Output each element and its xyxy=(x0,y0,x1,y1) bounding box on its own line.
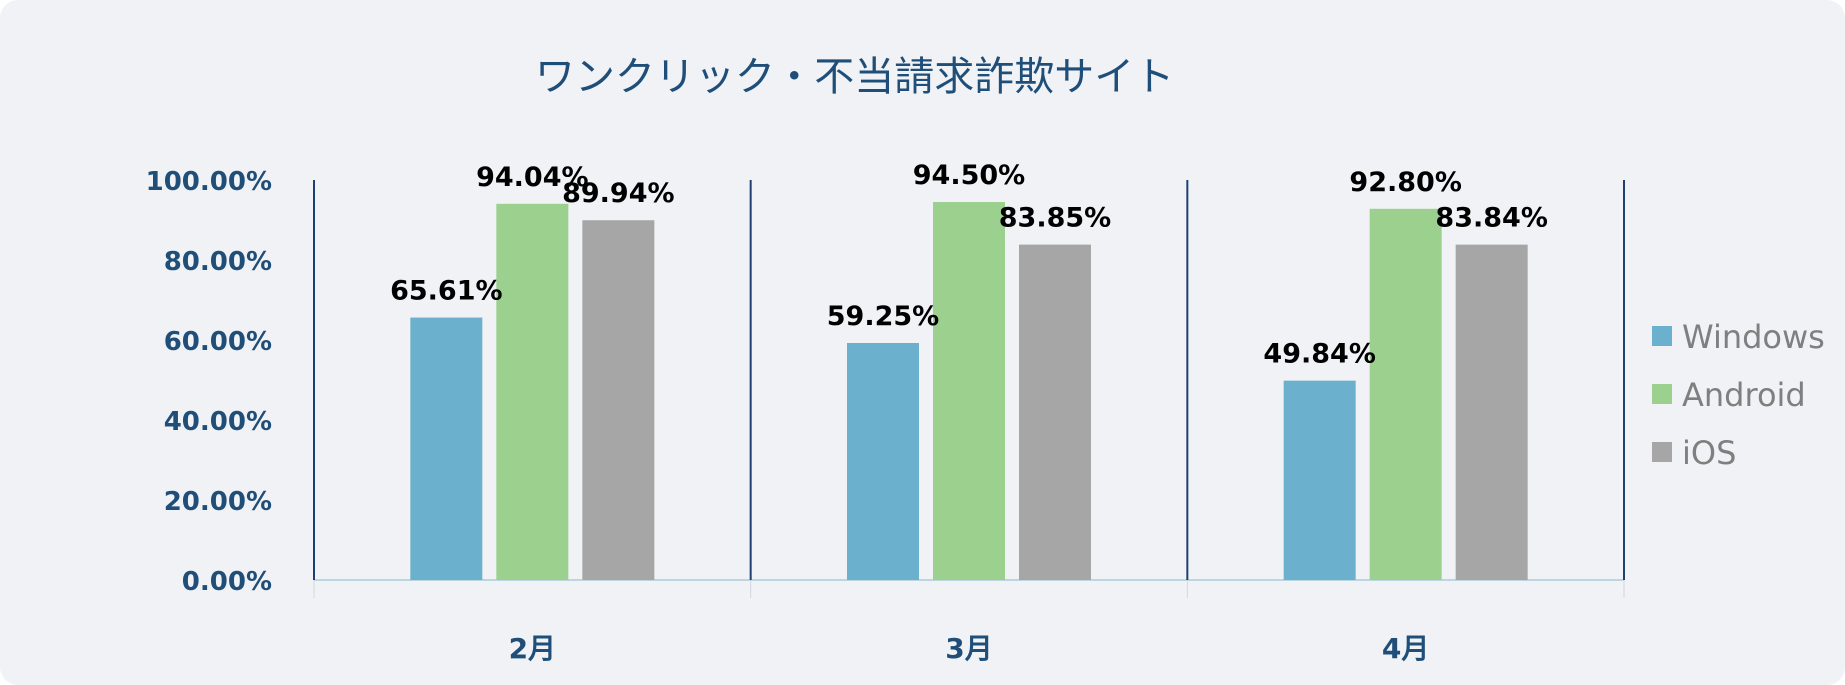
bar-group xyxy=(410,202,1528,581)
legend-swatch-android xyxy=(1652,384,1672,404)
legend: Windows Android iOS xyxy=(1652,318,1825,472)
bar-android-2 xyxy=(933,202,1005,580)
bar-android-3 xyxy=(1369,208,1442,581)
data-label: 94.50% xyxy=(913,160,1025,191)
y-tick-label: 0.00% xyxy=(182,567,272,597)
y-tick-label: 20.00% xyxy=(164,487,272,517)
legend-swatch-windows xyxy=(1652,326,1672,346)
bar-android-1 xyxy=(496,203,569,580)
x-tick-label: 3月 xyxy=(945,632,992,665)
legend-label-windows: Windows xyxy=(1682,318,1825,356)
legend-label-android: Android xyxy=(1682,376,1806,414)
data-label: 65.61% xyxy=(390,276,502,307)
x-tick-label: 2月 xyxy=(509,632,556,665)
data-label: 83.84% xyxy=(1435,203,1547,234)
y-axis-ticks: 0.00% 20.00% 40.00% 60.00% 80.00% 100.00% xyxy=(146,167,272,597)
chart-title: ワンクリック・不当請求詐欺サイト xyxy=(535,54,1174,100)
y-tick-label: 60.00% xyxy=(164,327,272,357)
data-label: 59.25% xyxy=(827,301,939,332)
y-tick-label: 40.00% xyxy=(164,407,272,437)
legend-swatch-ios xyxy=(1652,442,1672,462)
x-tick-label: 4月 xyxy=(1382,632,1429,665)
bar-windows-1 xyxy=(410,317,483,580)
bar-windows-2 xyxy=(847,343,919,580)
data-label: 94.04% xyxy=(476,162,588,193)
bar-ios-2 xyxy=(1019,244,1091,580)
y-tick-label: 80.00% xyxy=(164,247,272,277)
data-label: 83.85% xyxy=(999,203,1111,234)
x-axis-ticks: 2月 3月 4月 xyxy=(509,632,1430,665)
bar-windows-3 xyxy=(1283,380,1356,580)
data-label: 49.84% xyxy=(1263,339,1375,370)
data-label: 89.94% xyxy=(562,178,674,209)
bar-ios-1 xyxy=(582,220,655,581)
y-tick-label: 100.00% xyxy=(146,167,272,197)
bar-ios-3 xyxy=(1455,244,1528,580)
data-labels: 65.61% 94.04%89.94% 59.25% 94.50% 83.85% 49.8… xyxy=(390,160,1548,370)
legend-label-ios: iOS xyxy=(1682,434,1736,472)
data-label: 92.80% xyxy=(1349,167,1461,198)
